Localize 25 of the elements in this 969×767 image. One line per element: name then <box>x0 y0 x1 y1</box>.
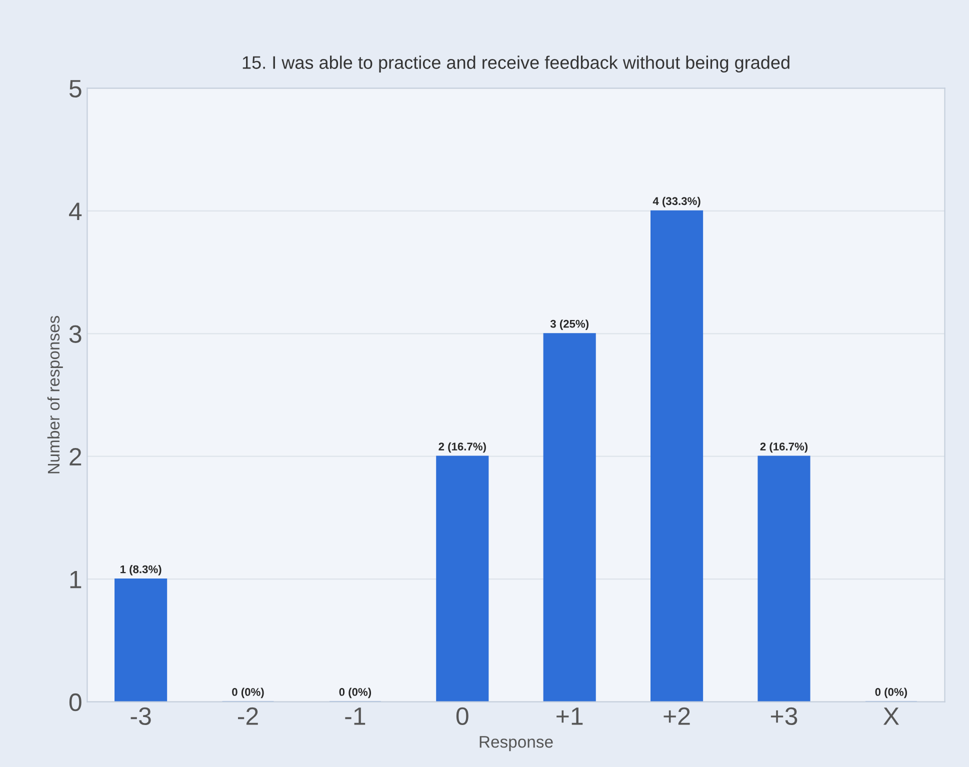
data-label: 0 (0%) <box>232 688 264 698</box>
data-label: 3 (25%) <box>550 320 588 330</box>
y-tick-label: 0 <box>69 693 82 712</box>
data-label: 2 (16.7%) <box>438 442 486 453</box>
y-tick-label: 5 <box>69 80 82 98</box>
y-tick-label: 4 <box>69 202 82 220</box>
x-tick-label: +2 <box>664 707 690 725</box>
data-label: 1 (8.3%) <box>120 565 162 576</box>
data-label: 0 (0%) <box>339 688 372 698</box>
x-tick-label: -3 <box>130 707 151 726</box>
y-tick-label: 1 <box>70 570 82 588</box>
x-axis-title: Response <box>480 736 553 752</box>
x-tick-label: +1 <box>556 708 583 725</box>
x-tick-label: +3 <box>770 707 798 726</box>
data-label: 2 (16.7%) <box>760 442 808 453</box>
y-axis-title: Number of responses <box>47 316 63 474</box>
x-tick-label: -1 <box>345 708 366 725</box>
x-tick-label: X <box>883 708 899 725</box>
data-label: 4 (33.3%) <box>652 196 700 208</box>
y-tick-label: 3 <box>69 325 82 343</box>
x-tick-label: -2 <box>238 707 258 725</box>
chart-title: 15. I was able to practice and receive feedback without being graded <box>242 56 790 73</box>
y-tick-label: 2 <box>70 448 82 466</box>
data-label: 0 (0%) <box>875 688 907 698</box>
x-tick-label: 0 <box>456 707 468 726</box>
